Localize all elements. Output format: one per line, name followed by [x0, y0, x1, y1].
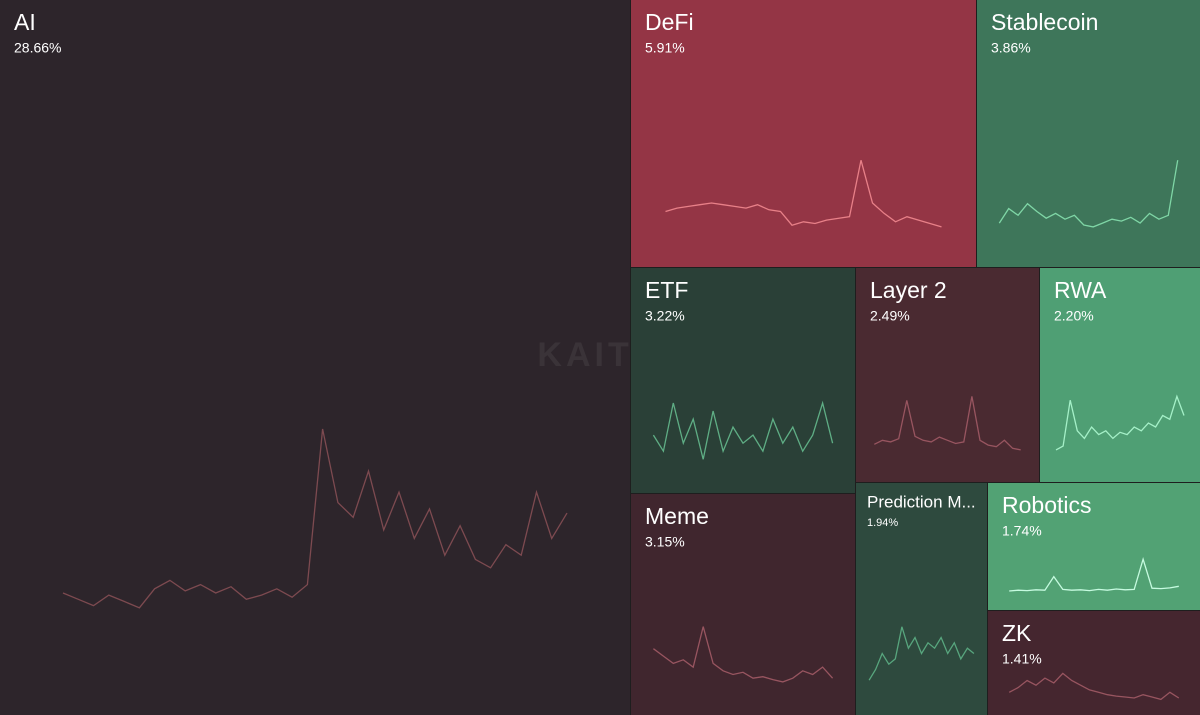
tile-percent: 1.94%: [867, 517, 898, 529]
tile-percent: 1.74%: [1002, 523, 1042, 539]
tile-name: Meme: [645, 503, 709, 529]
tile-name: Layer 2: [870, 277, 947, 303]
tile-rect: [856, 483, 987, 715]
tile-rect: [988, 611, 1200, 715]
sparkline: [998, 160, 1179, 228]
tile-rect: [1040, 268, 1200, 482]
tile-name: Robotics: [1002, 492, 1091, 518]
sparkline: [665, 160, 942, 228]
tile-rect: [977, 0, 1200, 267]
tile-name: ETF: [645, 277, 688, 303]
tile-name: ZK: [1002, 620, 1032, 646]
tile-percent: 2.49%: [870, 308, 910, 324]
tile[interactable]: ZK 1.41%: [988, 611, 1200, 715]
tile-name: DeFi: [645, 9, 694, 35]
tile-rect: [856, 268, 1039, 482]
tile-name: AI: [14, 9, 36, 35]
tile-percent: 1.41%: [1002, 651, 1042, 667]
tile-percent: 28.66%: [14, 40, 61, 56]
sparkline: [874, 396, 1021, 451]
sparkline: [868, 626, 975, 681]
tile[interactable]: DeFi 5.91%: [631, 0, 976, 267]
tile-rect: [631, 268, 855, 493]
tile[interactable]: Robotics 1.74%: [988, 483, 1200, 610]
tile[interactable]: Layer 2 2.49%: [856, 268, 1039, 482]
sparkline: [1008, 672, 1180, 701]
tile[interactable]: ETF 3.22%: [631, 268, 855, 493]
tile-rect: [631, 494, 855, 715]
sparkline: [1009, 556, 1179, 592]
tile-name: Stablecoin: [991, 9, 1098, 35]
tile[interactable]: Stablecoin 3.86%: [977, 0, 1200, 267]
sparkline: [653, 626, 834, 683]
tile-percent: 2.20%: [1054, 308, 1094, 324]
tile-name: Prediction M...: [867, 492, 976, 511]
tile-percent: 3.15%: [645, 534, 685, 550]
tile-percent: 3.86%: [991, 40, 1031, 56]
tile[interactable]: RWA 2.20%: [1040, 268, 1200, 482]
tile-percent: 3.22%: [645, 308, 685, 324]
tile[interactable]: Prediction M... 1.94%: [856, 483, 987, 715]
sparkline: [62, 428, 568, 609]
tile-rect: [0, 0, 630, 715]
sparkline: [1055, 394, 1185, 451]
sparkline: [652, 400, 834, 460]
tile[interactable]: Meme 3.15%: [631, 494, 855, 715]
tile-name: RWA: [1054, 277, 1107, 303]
tile-percent: 5.91%: [645, 40, 685, 56]
tile-rect: [631, 0, 976, 267]
